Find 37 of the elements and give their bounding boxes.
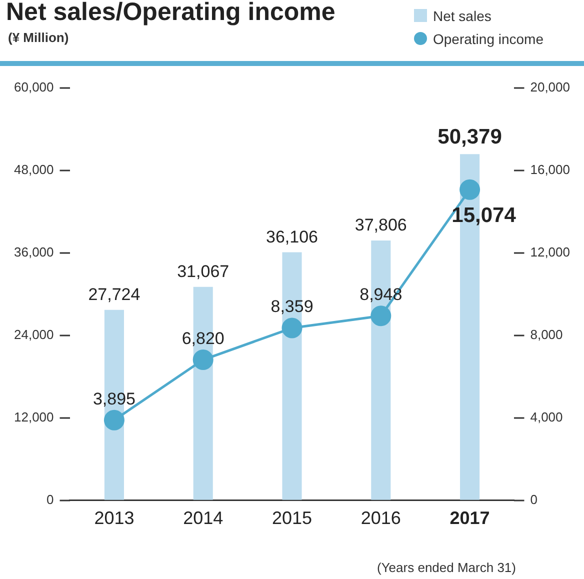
data-label: 6,820 bbox=[182, 328, 224, 348]
y-tick-label: 0 bbox=[46, 492, 54, 507]
point bbox=[104, 410, 124, 430]
chart-title: Net sales/Operating income bbox=[6, 0, 336, 27]
y-tick-label: 48,000 bbox=[14, 162, 54, 178]
data-label: 50,379 bbox=[438, 125, 502, 148]
text: (Years ended March 31) bbox=[377, 560, 516, 575]
y-tick-label: 12,000 bbox=[14, 410, 54, 424]
data-label: 15,074 bbox=[452, 204, 516, 227]
y2-tick-label: 12,000 bbox=[530, 244, 570, 260]
y-tick-label: 36,000 bbox=[14, 244, 54, 260]
x-tick-label: 2014 bbox=[183, 508, 224, 528]
legend-label: Operating income bbox=[432, 30, 544, 49]
x-tick-label: 2013 bbox=[94, 508, 134, 528]
data-label: 3,895 bbox=[92, 389, 136, 408]
y2-tick-label: 0 bbox=[530, 492, 538, 507]
point bbox=[282, 318, 302, 338]
data-label: 31,067 bbox=[177, 262, 230, 282]
y2-tick-label: 8,000 bbox=[530, 327, 563, 342]
data-label: 27,724 bbox=[88, 285, 140, 304]
y2-tick-label: 16,000 bbox=[530, 162, 570, 178]
y2-tick-label: 4,000 bbox=[530, 410, 563, 424]
data-label: 36,106 bbox=[266, 227, 318, 246]
legend-label: Net sales bbox=[432, 6, 492, 26]
y2-tick-label: 20,000 bbox=[530, 80, 570, 95]
y-tick-label: 24,000 bbox=[14, 327, 54, 342]
point bbox=[460, 179, 480, 200]
chart-subtitle: (¥ Million) bbox=[8, 30, 69, 45]
point bbox=[192, 350, 214, 370]
point bbox=[370, 306, 392, 326]
x-tick-label: 2015 bbox=[272, 508, 312, 528]
data-label: 8,948 bbox=[360, 285, 402, 304]
data-label: 37,806 bbox=[354, 216, 407, 235]
x-tick-label: 2017 bbox=[450, 508, 490, 528]
x-tick-label: 2016 bbox=[360, 508, 401, 528]
data-label: 8,359 bbox=[270, 297, 314, 316]
y-tick-label: 60,000 bbox=[14, 80, 54, 95]
